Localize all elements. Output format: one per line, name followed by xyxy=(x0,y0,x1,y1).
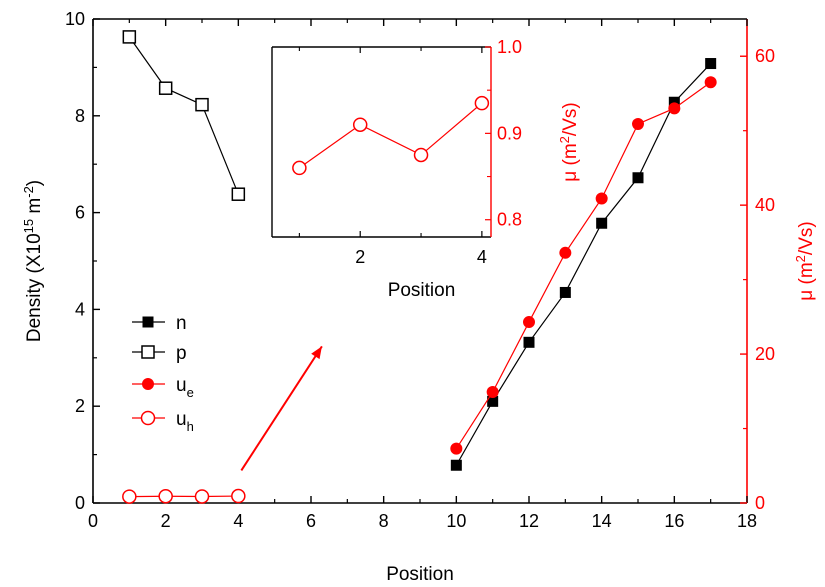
legend-marker xyxy=(142,316,154,328)
x-tick-label: 16 xyxy=(664,511,684,531)
main-series xyxy=(122,30,717,504)
inset-x-axis-title: Position xyxy=(388,280,456,301)
series-point-0 xyxy=(450,459,462,471)
series-point-2 xyxy=(523,316,535,329)
inset-series-point xyxy=(352,117,368,132)
inset-series-point xyxy=(474,95,490,111)
arrow-head xyxy=(311,346,322,360)
series-point-0 xyxy=(705,58,717,70)
series-point-0 xyxy=(487,395,499,407)
inset-series-line xyxy=(299,102,483,169)
series-point-0 xyxy=(668,96,680,108)
series-point-0 xyxy=(632,172,644,184)
y-right-tick-label: 40 xyxy=(755,195,775,215)
series-line-2 xyxy=(455,81,712,449)
y-right-tick-label: 0 xyxy=(755,493,765,513)
series-point-2 xyxy=(668,102,681,115)
legend-marker xyxy=(142,378,154,390)
y-left-tick-label: 10 xyxy=(65,9,85,29)
inset-background xyxy=(272,47,491,237)
series-line-3 xyxy=(129,495,239,498)
inset-y-tick-label: 1.0 xyxy=(497,37,522,57)
y-left-tick-label: 4 xyxy=(75,299,85,319)
series-point-2 xyxy=(559,246,572,259)
inset-series-point xyxy=(292,160,307,176)
series-point-1 xyxy=(231,187,246,201)
x-tick-label: 8 xyxy=(379,511,389,531)
series-point-3 xyxy=(231,488,246,504)
legend-marker xyxy=(141,345,155,359)
x-tick-label: 2 xyxy=(161,511,171,531)
series-line-0 xyxy=(455,63,712,466)
legend-label: uh xyxy=(176,409,194,434)
x-tick-label: 10 xyxy=(446,511,466,531)
legend-marker xyxy=(140,410,156,426)
series-point-2 xyxy=(486,386,499,399)
legend-label: p xyxy=(176,343,187,364)
series-point-3 xyxy=(158,488,173,504)
inset-y-axis-title: μ (m2/Vs) xyxy=(557,102,581,181)
legend-label: n xyxy=(176,313,187,334)
legend-label: ue xyxy=(176,375,194,400)
y-left-tick-label: 0 xyxy=(75,493,85,513)
series-point-0 xyxy=(596,217,608,229)
y-right-tick-label: 20 xyxy=(755,344,775,364)
x-tick-label: 18 xyxy=(737,511,757,531)
series-point-2 xyxy=(704,76,717,89)
x-tick-label: 14 xyxy=(592,511,612,531)
y-right-axis-title: μ (m2/Vs) xyxy=(793,221,817,300)
series-point-2 xyxy=(595,192,608,205)
x-tick-label: 0 xyxy=(88,511,98,531)
x-tick-label: 4 xyxy=(233,511,243,531)
y-right-tick-label: 60 xyxy=(755,46,775,66)
series-point-0 xyxy=(523,336,535,348)
x-tick-label: 12 xyxy=(519,511,539,531)
x-axis-title: Position xyxy=(386,564,454,585)
series-point-0 xyxy=(559,286,571,298)
arrow-shaft xyxy=(240,345,323,472)
inset-series-point xyxy=(413,147,429,163)
series-point-1 xyxy=(195,97,209,112)
inset-y-tick-label: 0.8 xyxy=(497,210,522,230)
inset-y-tick-label: 0.9 xyxy=(497,123,522,143)
series-point-2 xyxy=(450,442,463,455)
legend: np ue uh xyxy=(132,313,194,434)
series-point-1 xyxy=(158,81,173,95)
series-point-2 xyxy=(632,117,644,130)
annotation-arrow xyxy=(240,345,323,472)
inset-x-tick-label: 2 xyxy=(355,247,365,267)
y-left-tick-label: 2 xyxy=(75,396,85,416)
inset-chart: 2 4 0.8 0.9 1.0 Position μ (m2/Vs) xyxy=(271,37,581,301)
y-left-tick-label: 6 xyxy=(75,203,85,223)
y-left-axis-title: Density (X1015 m-2) xyxy=(21,180,45,342)
main-axes: 0 2 4 6 8 10 12 14 16 1802468100204060PositionDen… xyxy=(21,9,817,585)
series-point-1 xyxy=(122,30,137,44)
series-point-3 xyxy=(122,489,137,504)
x-tick-label: 6 xyxy=(306,511,316,531)
series-line-1 xyxy=(128,36,239,195)
inset-x-tick-label: 4 xyxy=(477,247,487,267)
series-point-3 xyxy=(194,489,210,504)
y-left-tick-label: 8 xyxy=(75,106,85,126)
